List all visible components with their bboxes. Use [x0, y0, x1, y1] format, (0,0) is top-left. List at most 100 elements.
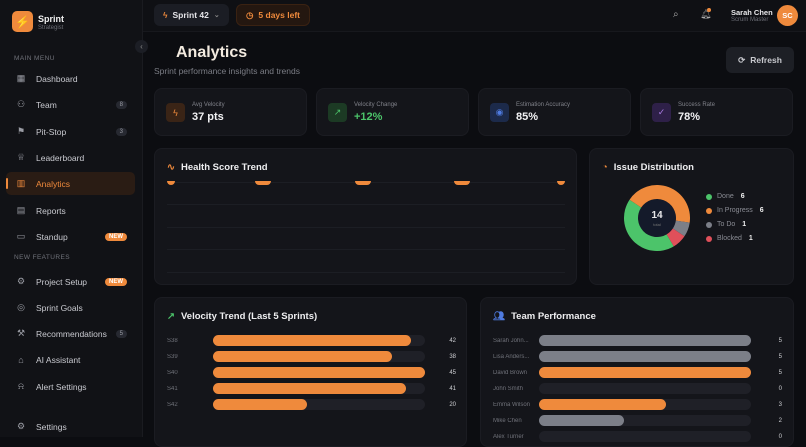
notification-dot — [707, 8, 711, 12]
donut-slice-to-do — [672, 220, 690, 237]
sidebar-item-analytics[interactable]: ▥ Analytics — [6, 172, 135, 195]
sidebar-item-dashboard[interactable]: ▦ Dashboard — [6, 67, 135, 90]
logo-bolt-icon: ⚡ — [12, 11, 33, 32]
bar-fill — [213, 383, 407, 394]
legend-dot — [706, 193, 712, 200]
file-icon: ▤ — [16, 205, 26, 215]
donut-slice-in-progress — [629, 185, 690, 223]
legend-item: Blocked 1 — [706, 235, 753, 242]
health-point — [255, 181, 271, 185]
bar-label: Lisa Anders... — [493, 353, 530, 360]
donut-total-label: total — [653, 222, 661, 227]
sidebar-item-label: Alert Settings — [36, 381, 87, 392]
pie-chart-icon: ◔ — [602, 162, 608, 173]
refresh-button[interactable]: ⟳ Refresh — [726, 47, 794, 73]
team-performance-card: 👥︎ Team Performance Sarah John... 5 Lisa An… — [480, 297, 794, 447]
bolt-icon: ϟ — [163, 10, 168, 20]
sidebar-item-project-setup[interactable]: ⚙ Project Setup NEW — [6, 270, 135, 293]
sidebar-badge: 8 — [115, 100, 127, 109]
bar-row: Sarah John... 5 — [493, 335, 782, 346]
sidebar-item-label: Leaderboard — [36, 152, 85, 163]
sidebar-item-settings[interactable]: ⚙ Settings — [6, 415, 135, 438]
bar-fill — [539, 399, 667, 410]
legend-value: 6 — [759, 207, 764, 214]
gear-cog-icon: ⚙ — [16, 276, 26, 286]
legend-item: Done 6 — [706, 193, 745, 200]
health-point — [557, 181, 565, 185]
issue-distribution-card: ◔ Issue Distribution 14 total Done 6 In Pro… — [589, 148, 794, 285]
bot-icon: ⌂ — [18, 354, 24, 365]
bolt-icon: ϟ — [166, 103, 185, 122]
stat-label: Avg Velocity — [192, 102, 225, 108]
sidebar-item-recommendations[interactable]: ⚒ Recommendations 5 — [6, 322, 135, 345]
bar-label: S39 — [167, 353, 178, 360]
sidebar-item-label: Project Setup — [36, 276, 88, 287]
sidebar-item-sprint-goals[interactable]: ◎ Sprint Goals — [6, 296, 135, 319]
bar-value: 42 — [449, 337, 456, 344]
bar-fill — [213, 351, 393, 362]
bar-value: 2 — [778, 417, 782, 424]
bar-row: Mike Chen 2 — [493, 415, 782, 426]
issue-donut-chart — [624, 185, 690, 251]
page-subtitle: Sprint performance insights and trends — [154, 66, 300, 76]
sidebar-item-label: Pit-Stop — [36, 126, 67, 137]
bar-row: David Brown 5 — [493, 367, 782, 378]
flag-icon: ⚑ — [16, 126, 26, 136]
settings-icon: ⚙ — [16, 421, 26, 431]
health-score-card: ∿ Health Score Trend — [154, 148, 577, 285]
clock-icon: ◷ — [246, 9, 254, 20]
collapse-sidebar-button[interactable]: ‹ — [135, 40, 148, 53]
trophy-icon: ♕ — [16, 152, 26, 162]
sidebar-badge: NEW — [105, 277, 127, 286]
card-title: Issue Distribution — [613, 162, 694, 173]
user-name: Sarah Chen — [731, 8, 773, 17]
sprint-selector[interactable]: ϟ Sprint 42 ⌄ — [154, 4, 229, 26]
legend-item: In Progress 6 — [706, 207, 764, 214]
legend-label: In Progress — [717, 207, 753, 214]
donut-slice-blocked — [666, 228, 685, 247]
donut-slice-done — [624, 199, 674, 251]
card-title: Team Performance — [511, 311, 596, 322]
bar-fill — [539, 351, 751, 362]
sidebar-badge: 5 — [115, 329, 127, 338]
bar-label: S42 — [167, 401, 178, 408]
sidebar-item-label: Sprint Goals — [36, 302, 83, 313]
sidebar-item-team[interactable]: ⚇ Team 8 — [6, 93, 135, 116]
sidebar-item-leaderboard[interactable]: ♕ Leaderboard — [6, 146, 135, 169]
health-point — [454, 181, 470, 185]
users-icon: 👥︎ — [493, 311, 506, 322]
legend-dot — [706, 221, 712, 228]
stat-value: 37 pts — [192, 111, 224, 123]
sidebar-item-label: Recommendations — [36, 328, 107, 339]
sprint-label: Sprint 42 — [172, 10, 209, 20]
bar-fill — [213, 335, 411, 346]
sidebar-item-label: Team — [36, 99, 57, 110]
legend-label: Blocked — [717, 235, 742, 242]
avatar[interactable]: SC — [777, 5, 798, 26]
main-menu-label: MAIN MENU — [14, 55, 55, 62]
legend-value: 1 — [748, 235, 753, 242]
stat-value: +12% — [354, 111, 383, 123]
sidebar-item-label: AI Assistant — [36, 354, 81, 365]
card-title: Velocity Trend (Last 5 Sprints) — [180, 311, 318, 322]
sidebar-item-standup[interactable]: ▭ Standup NEW — [6, 225, 135, 248]
bar-value: 41 — [449, 385, 456, 392]
sidebar: ⚡ Sprint Strategist MAIN MENU NEW FEATUR… — [0, 0, 143, 437]
sidebar-badge: 3 — [115, 127, 127, 136]
health-point — [355, 181, 371, 185]
sidebar-item-ai-assistant[interactable]: ⌂ AI Assistant — [6, 348, 135, 371]
sidebar-item-reports[interactable]: ▤ Reports — [6, 199, 135, 222]
target-icon: ◎ — [17, 302, 25, 312]
refresh-label: Refresh — [750, 55, 782, 65]
check-circle-icon: ✓ — [652, 103, 671, 122]
bell-icon[interactable]: 🔔︎ — [700, 8, 712, 19]
card-title: Health Score Trend — [180, 162, 268, 173]
sidebar-item-pit-stop[interactable]: ⚑ Pit-Stop 3 — [6, 120, 135, 143]
legend-label: To Do — [717, 221, 736, 228]
stat-label: Success Rate — [678, 102, 716, 108]
sidebar-item-alert-settings[interactable]: ⍾ Alert Settings — [6, 375, 135, 398]
stat-card: ✓ Success Rate 78% — [640, 88, 793, 136]
new-features-label: NEW FEATURES — [14, 254, 70, 261]
brand-sub: Strategist — [38, 25, 64, 31]
search-icon[interactable]: ⌕ — [673, 9, 679, 20]
